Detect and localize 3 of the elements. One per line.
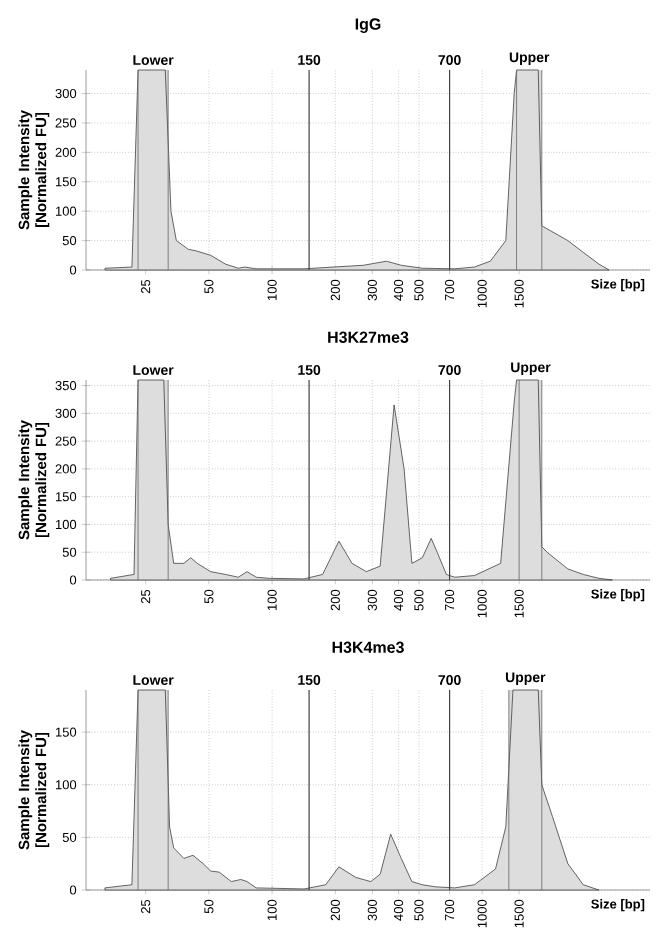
chart-title: IgG	[355, 18, 381, 33]
chart-title: H3K4me3	[332, 641, 404, 653]
chart-title: H3K27me3	[328, 331, 409, 343]
